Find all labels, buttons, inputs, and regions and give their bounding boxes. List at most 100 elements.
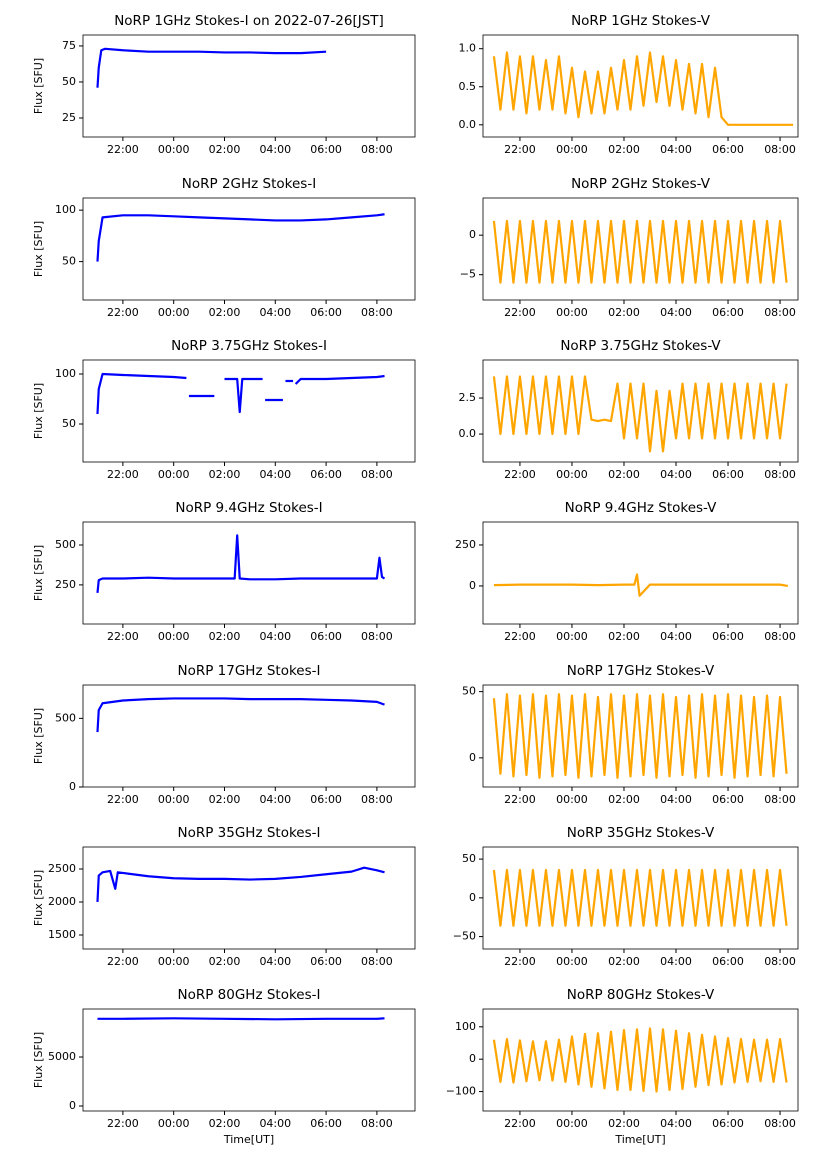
y-tick-label: 100 (55, 203, 76, 216)
x-tick-label: 04:00 (660, 468, 692, 481)
subplot: NoRP 2GHz Stokes-V −5 0 22:00 00:00 02:00 04:0… (460, 176, 799, 319)
axes-frame (482, 846, 799, 950)
y-tick-label: 250 (455, 538, 476, 551)
x-tick-label: 08:00 (764, 1117, 796, 1130)
x-tick-label: 04:00 (660, 1117, 692, 1130)
x-tick-label: 00:00 (556, 1117, 588, 1130)
subplot: NoRP 80GHz Stokes-V −100 0 100 22:00 00:00 02:… (446, 987, 799, 1146)
axes-frame (82, 846, 416, 950)
x-tick-label: 00:00 (556, 955, 588, 968)
x-tick-label: 06:00 (310, 306, 342, 319)
x-tick-label: 04:00 (259, 468, 291, 481)
data-line (492, 693, 788, 779)
x-tick-label: 06:00 (712, 468, 744, 481)
subplot-title: NoRP 35GHz Stokes-V (567, 825, 715, 841)
x-tick-label: 02:00 (608, 306, 640, 319)
x-tick-label: 22:00 (107, 630, 139, 643)
axes-frame (482, 1008, 799, 1112)
x-tick-label: 00:00 (556, 630, 588, 643)
axes-frame (82, 359, 416, 463)
x-tick-label: 02:00 (608, 793, 640, 806)
subplot-title: NoRP 9.4GHz Stokes-I (175, 500, 322, 516)
data-line (96, 866, 385, 903)
x-tick-label: 02:00 (209, 143, 241, 156)
subplot-title: NoRP 17GHz Stokes-V (567, 663, 715, 679)
x-tick-label: 04:00 (660, 955, 692, 968)
y-tick-label: 1.0 (459, 42, 477, 55)
y-tick-label: 0.5 (459, 80, 477, 93)
x-tick-label: 02:00 (209, 630, 241, 643)
subplot: NoRP 1GHz Stokes-I on 2022-07-26[JST] 25 5… (32, 13, 416, 156)
subplot: NoRP 2GHz Stokes-I 50 100 22:00 00:00 02:00 04… (32, 176, 416, 319)
data-line (224, 377, 263, 414)
x-tick-label: 02:00 (608, 468, 640, 481)
data-line (493, 573, 789, 597)
x-tick-label: 22:00 (504, 793, 536, 806)
x-tick-label: 04:00 (259, 306, 291, 319)
x-axis-label: Time[UT] (614, 1133, 665, 1146)
x-tick-label: 22:00 (107, 955, 139, 968)
subplot-title: NoRP 80GHz Stokes-V (567, 987, 715, 1003)
data-line (96, 213, 385, 262)
x-tick-label: 00:00 (556, 468, 588, 481)
axes-frame (482, 359, 799, 463)
x-tick-label: 04:00 (259, 1117, 291, 1130)
x-tick-label: 22:00 (107, 306, 139, 319)
data-line (96, 697, 385, 733)
data-line (492, 375, 788, 453)
x-tick-label: 22:00 (504, 1117, 536, 1130)
y-tick-label: 50 (62, 417, 76, 430)
x-tick-label: 06:00 (310, 143, 342, 156)
subplot: NoRP 9.4GHz Stokes-I 250 500 22:00 00:00 02:0… (32, 500, 416, 643)
subplot-title: NoRP 17GHz Stokes-I (178, 663, 321, 679)
y-tick-label: 0 (469, 1052, 476, 1065)
data-line (96, 47, 327, 88)
y-tick-label: 5000 (48, 1050, 76, 1063)
x-tick-label: 04:00 (660, 630, 692, 643)
y-tick-label: 2500 (48, 862, 76, 875)
x-tick-label: 08:00 (764, 955, 796, 968)
x-tick-label: 22:00 (107, 468, 139, 481)
x-tick-label: 22:00 (107, 143, 139, 156)
subplot: NoRP 1GHz Stokes-V 0.0 0.5 1.0 22:00 00:00 02:… (459, 13, 799, 156)
x-tick-label: 02:00 (209, 793, 241, 806)
y-tick-label: 50 (62, 255, 76, 268)
x-tick-label: 08:00 (361, 1117, 393, 1130)
data-line (492, 1027, 788, 1093)
x-tick-label: 00:00 (158, 955, 190, 968)
x-tick-label: 06:00 (712, 630, 744, 643)
x-tick-label: 06:00 (712, 955, 744, 968)
x-tick-label: 00:00 (556, 143, 588, 156)
x-tick-label: 02:00 (209, 955, 241, 968)
subplot-title: NoRP 9.4GHz Stokes-V (565, 500, 718, 516)
x-axis-label: Time[UT] (223, 1133, 274, 1146)
x-tick-label: 08:00 (764, 793, 796, 806)
x-tick-label: 06:00 (712, 306, 744, 319)
subplot-title: NoRP 3.75GHz Stokes-I (171, 338, 327, 354)
y-tick-label: 500 (55, 711, 76, 724)
subplot: NoRP 3.75GHz Stokes-V 0.0 2.5 22:00 00:00 02:… (459, 338, 799, 481)
x-tick-label: 06:00 (310, 955, 342, 968)
y-tick-label: 0 (469, 751, 476, 764)
x-tick-label: 00:00 (158, 1117, 190, 1130)
subplot-title: NoRP 1GHz Stokes-V (571, 13, 711, 29)
y-tick-label: 2.5 (459, 391, 477, 404)
subplot-title: NoRP 35GHz Stokes-I (178, 825, 321, 841)
y-tick-label: 0 (469, 579, 476, 592)
x-tick-label: 04:00 (259, 143, 291, 156)
x-tick-label: 06:00 (712, 1117, 744, 1130)
x-tick-label: 08:00 (361, 793, 393, 806)
subplot: NoRP 9.4GHz Stokes-V 0 250 22:00 00:00 02:00 0… (455, 500, 799, 643)
y-tick-label: −50 (453, 930, 476, 943)
y-tick-label: 50 (462, 685, 476, 698)
y-tick-label: 0 (69, 780, 76, 793)
data-line (492, 51, 794, 126)
x-tick-label: 22:00 (107, 1117, 139, 1130)
axes-frame (482, 34, 799, 138)
x-tick-label: 02:00 (209, 1117, 241, 1130)
y-tick-label: 0.0 (459, 118, 477, 131)
data-line (97, 1017, 385, 1021)
x-tick-label: 04:00 (259, 955, 291, 968)
y-tick-label: −5 (460, 268, 476, 281)
